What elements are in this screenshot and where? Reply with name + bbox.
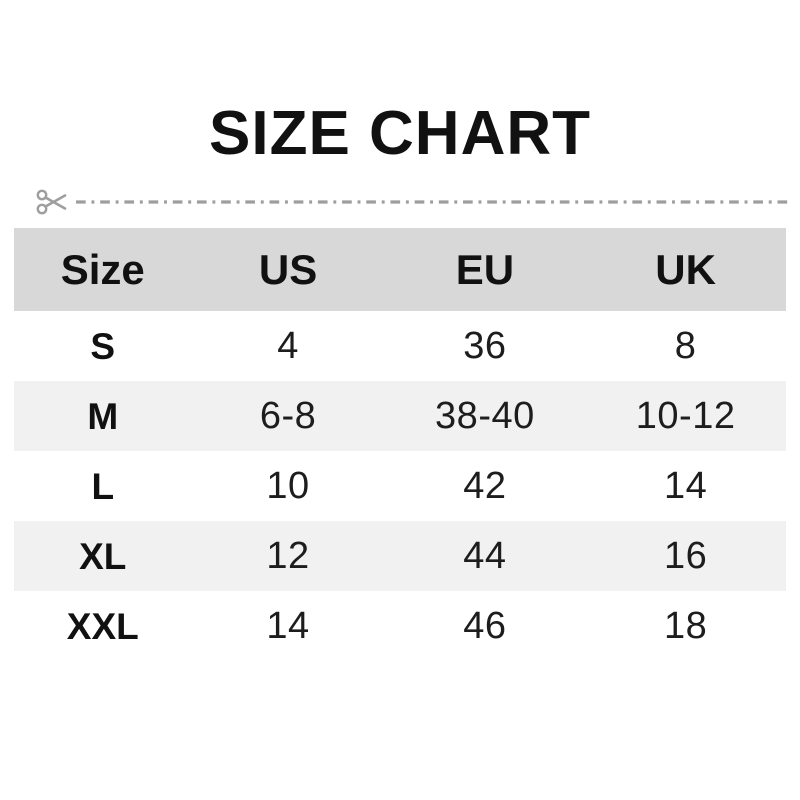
uk-cell: 10-12 — [635, 395, 736, 437]
eu-cell: 42 — [463, 465, 507, 507]
table-row-xxl: XXL 14 46 18 — [14, 591, 786, 661]
column-header-eu: EU — [455, 245, 515, 293]
page-title: SIZE CHART — [209, 99, 591, 168]
dash-dot-line — [76, 200, 792, 204]
size-cell: XL — [79, 535, 127, 577]
scissors-icon — [36, 189, 67, 215]
table-header-row: Size US EU UK — [14, 228, 786, 311]
eu-cell: 36 — [463, 325, 507, 367]
table-row-m: M 6-8 38-40 10-12 — [14, 381, 786, 451]
size-cell: L — [91, 465, 115, 507]
uk-cell: 16 — [663, 535, 708, 577]
column-header-size: Size — [60, 245, 145, 293]
table-row-l: L 10 42 14 — [14, 451, 786, 521]
us-cell: 14 — [266, 605, 310, 647]
table-row-xl: XL 12 44 16 — [14, 521, 786, 591]
uk-cell: 18 — [663, 605, 708, 647]
us-cell: 6-8 — [259, 395, 317, 437]
us-cell: 12 — [266, 535, 310, 577]
size-cell: M — [87, 395, 119, 437]
uk-cell: 14 — [663, 465, 708, 507]
size-cell: XXL — [66, 605, 139, 647]
table-row-s: S 4 36 8 — [14, 311, 786, 381]
eu-cell: 38-40 — [435, 395, 535, 437]
size-cell: S — [90, 325, 116, 367]
column-header-us: US — [258, 245, 318, 293]
column-header-uk: UK — [655, 245, 716, 293]
us-cell: 10 — [266, 465, 310, 507]
eu-cell: 46 — [463, 605, 507, 647]
cut-line — [34, 183, 792, 221]
us-cell: 4 — [277, 325, 299, 367]
uk-cell: 8 — [674, 325, 697, 367]
size-chart-table: Size US EU UK S 4 36 8 M 6-8 38-40 10-12… — [14, 228, 786, 661]
eu-cell: 44 — [463, 535, 507, 577]
